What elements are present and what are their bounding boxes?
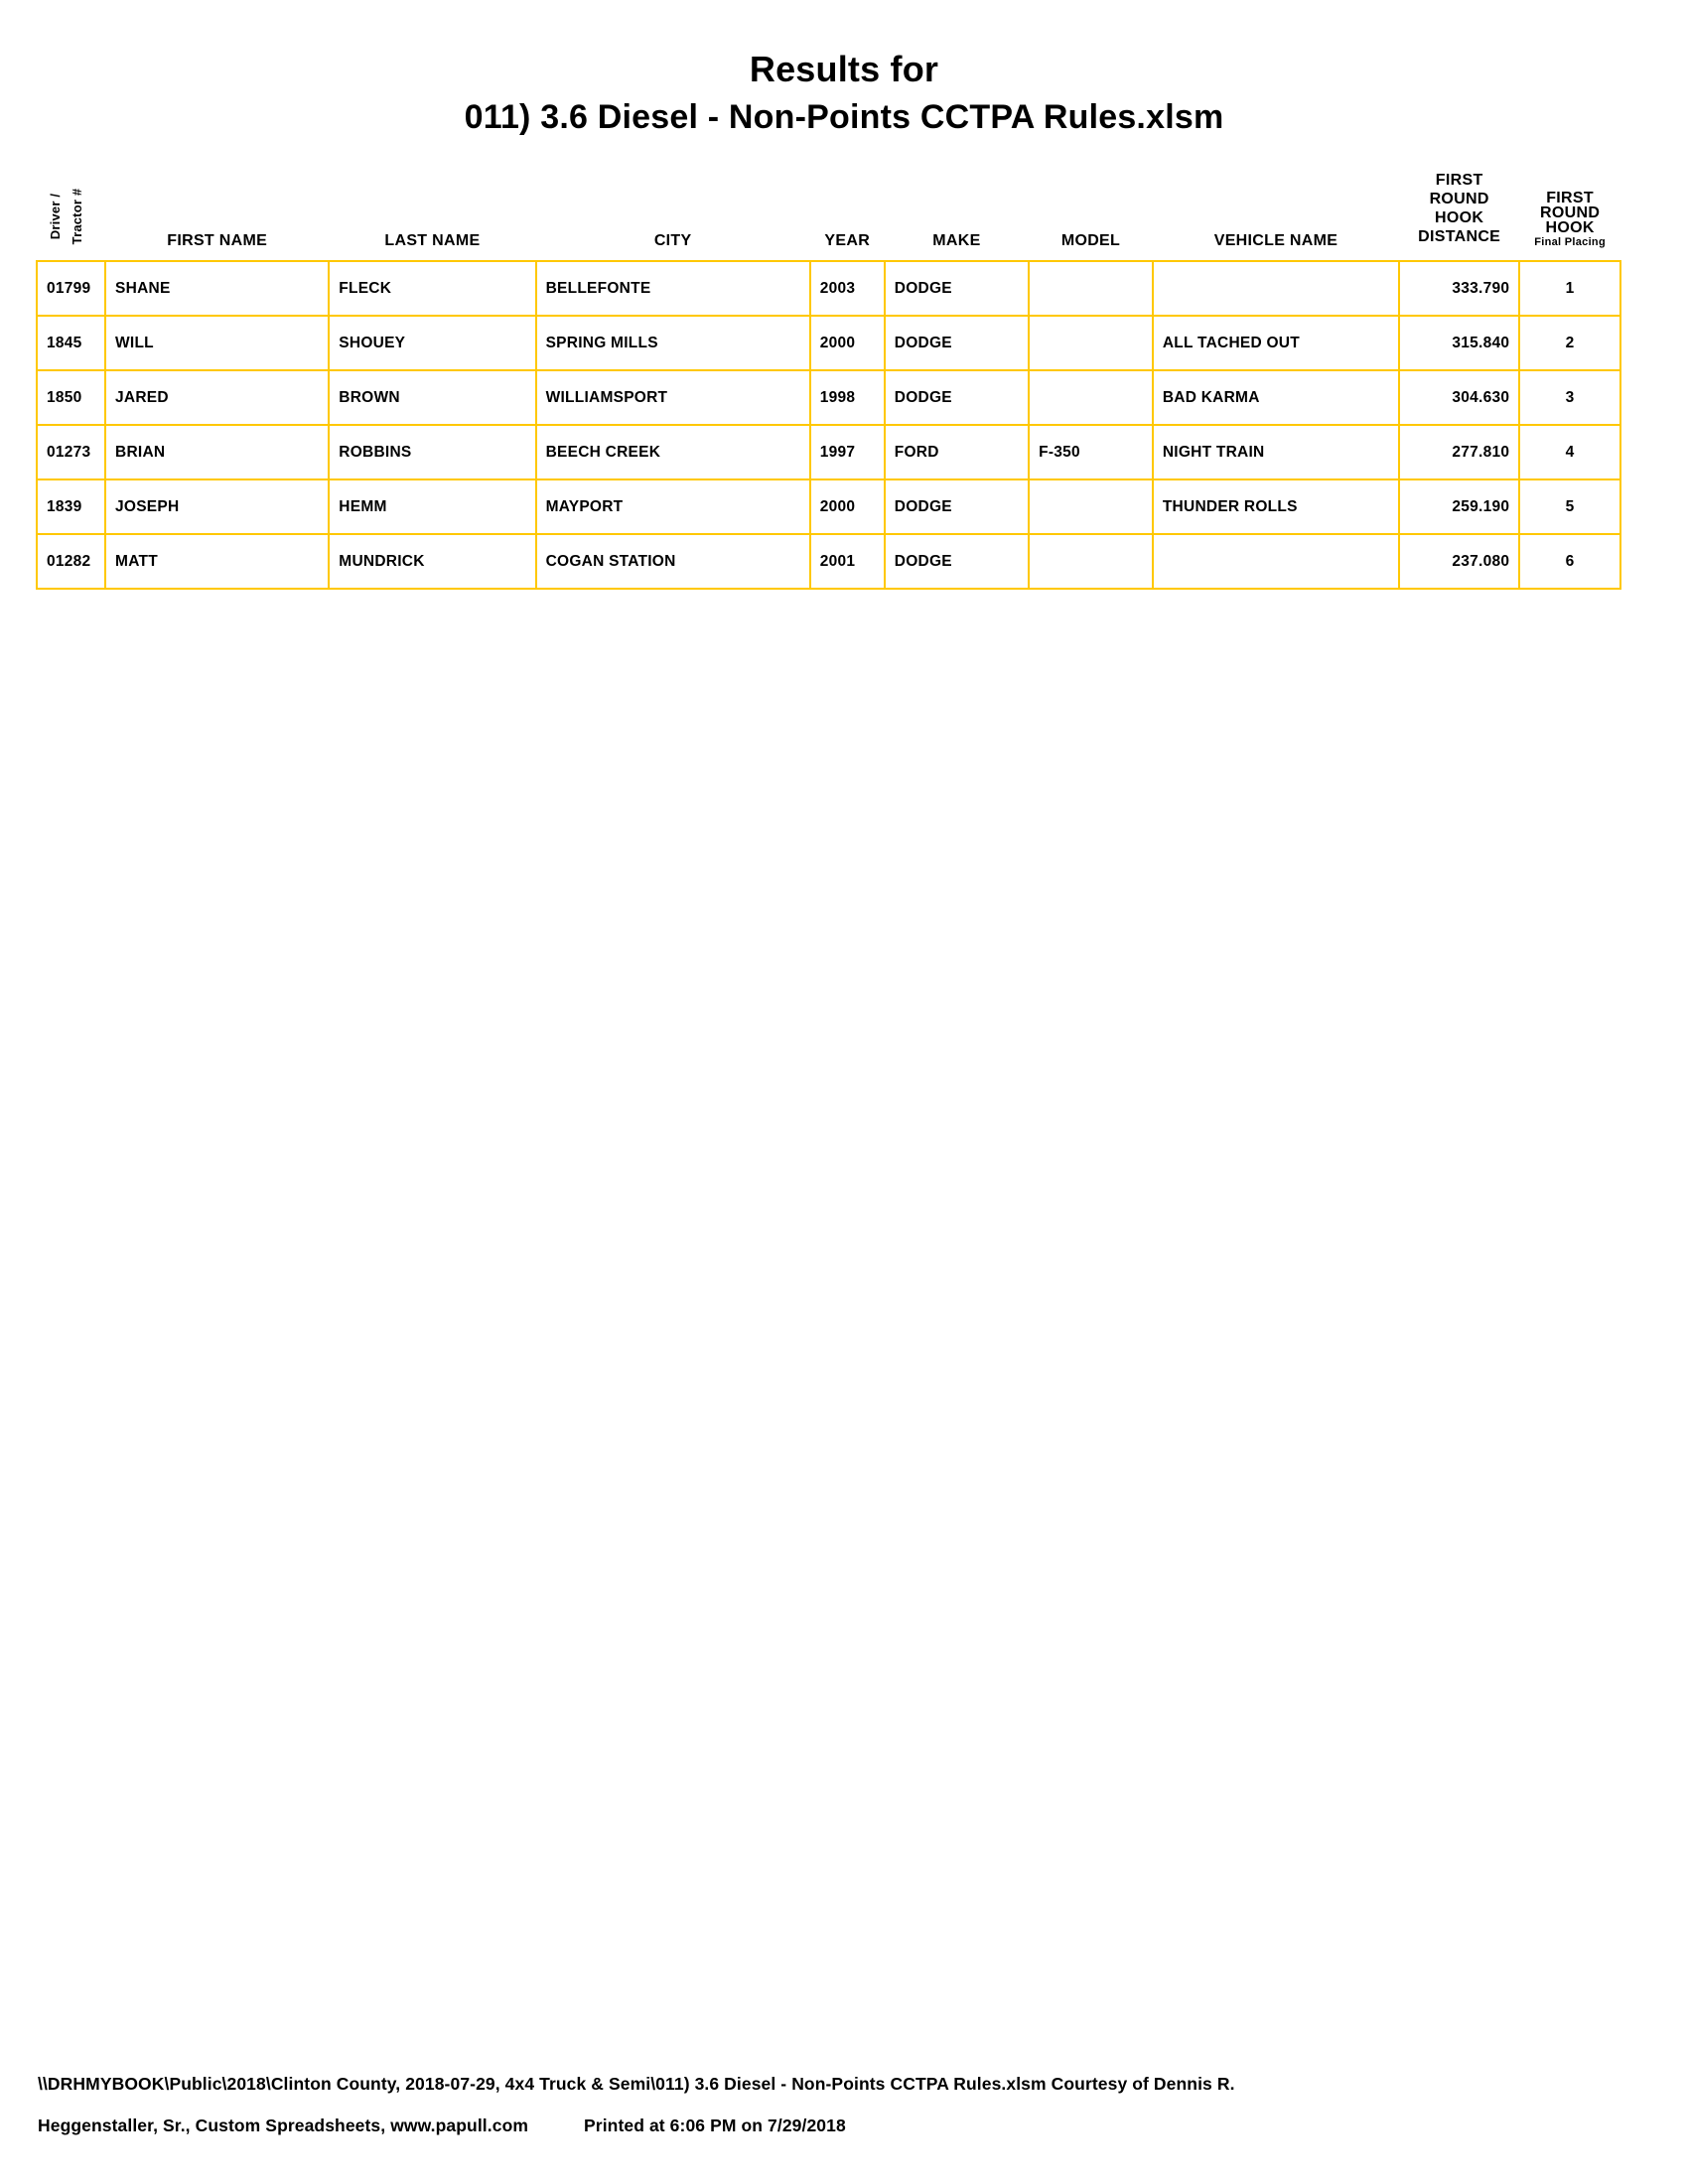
column-header-model: MODEL [1060,232,1121,249]
cell-vehicle-name: THUNDER ROLLS [1151,478,1401,535]
cell-last-name: MUNDRICK [328,533,537,590]
cell-driver: 01799 [35,260,107,317]
cell-vehicle-name: ALL TACHED OUT [1151,315,1401,371]
cell-placing: 4 [1518,424,1621,480]
cell-make: FORD [883,424,1031,480]
cell-distance: 315.840 [1398,315,1521,371]
column-header-distance-line4: DISTANCE [1418,228,1501,245]
cell-placing: 2 [1518,315,1621,371]
column-header-distance-line1: FIRST [1435,172,1483,189]
column-header-vehicle-name: VEHICLE NAME [1213,232,1338,249]
cell-first-name: WILL [104,315,331,371]
column-header-placing-line2: HOOK [1545,219,1595,236]
cell-last-name: SHOUEY [328,315,537,371]
results-table: Driver / Tractor # FIRST NAME LAST NAME … [35,171,1621,590]
column-header-make: MAKE [932,232,981,249]
cell-vehicle-name: BAD KARMA [1151,369,1401,426]
cell-placing: 6 [1518,533,1621,590]
cell-distance: 333.790 [1398,260,1521,317]
column-header-last-name: LAST NAME [384,232,481,249]
cell-placing: 1 [1518,260,1621,317]
footer-printed: Printed at 6:06 PM on 7/29/2018 [584,2116,846,2135]
cell-model [1028,478,1154,535]
footer-path: \\DRHMYBOOK\Public\2018\Clinton County, … [38,2074,1235,2094]
cell-city: COGAN STATION [534,533,811,590]
cell-model [1028,260,1154,317]
table-row: 01273 BRIAN ROBBINS BEECH CREEK 1997 FORD F-35… [35,424,1621,480]
cell-city: WILLIAMSPORT [534,369,811,426]
cell-distance: 304.630 [1398,369,1521,426]
footer-second-line: Heggenstaller, Sr., Custom Spreadsheets,… [38,2105,1646,2146]
column-header-first-round-hook-distance: FIRST ROUND HOOK DISTANCE [1399,171,1519,261]
cell-first-name: SHANE [104,260,331,317]
cell-last-name: BROWN [328,369,537,426]
footer-author: Heggenstaller, Sr., Custom Spreadsheets,… [38,2116,529,2135]
cell-year: 1997 [808,424,886,480]
column-header-driver-line2: Tractor # [70,188,85,245]
column-header-placing-line3: Final Placing [1534,236,1606,248]
cell-year: 2003 [808,260,886,317]
cell-distance: 259.190 [1398,478,1521,535]
cell-make: DODGE [883,533,1031,590]
cell-distance: 277.810 [1398,424,1521,480]
table-row: 1845 WILL SHOUEY SPRING MILLS 2000 DODGE ALL T… [35,315,1621,371]
cell-model [1028,315,1154,371]
cell-vehicle-name [1151,533,1401,590]
cell-last-name: FLECK [328,260,537,317]
cell-driver: 1850 [35,369,107,426]
cell-make: DODGE [883,260,1031,317]
results-table-container: Driver / Tractor # FIRST NAME LAST NAME … [35,171,1621,590]
cell-vehicle-name: NIGHT TRAIN [1151,424,1401,480]
column-header-distance-line2: ROUND [1429,191,1489,207]
title-primary: Results for [749,49,939,89]
page-title: Results for 011) 3.6 Diesel - Non-Points… [0,48,1688,139]
cell-last-name: ROBBINS [328,424,537,480]
cell-model: F-350 [1028,424,1154,480]
table-header: Driver / Tractor # FIRST NAME LAST NAME … [37,171,1620,261]
cell-year: 1998 [808,369,886,426]
table-header-row: Driver / Tractor # FIRST NAME LAST NAME … [37,171,1620,261]
cell-driver: 1845 [35,315,107,371]
cell-first-name: MATT [104,533,331,590]
table-row: 1850 JARED BROWN WILLIAMSPORT 1998 DODGE BAD K… [35,369,1621,426]
cell-year: 2001 [808,533,886,590]
cell-driver: 01273 [35,424,107,480]
cell-city: BELLEFONTE [534,260,811,317]
cell-last-name: HEMM [328,478,537,535]
cell-make: DODGE [883,478,1031,535]
cell-placing: 3 [1518,369,1621,426]
cell-model [1028,369,1154,426]
cell-first-name: BRIAN [104,424,331,480]
title-secondary: 011) 3.6 Diesel - Non-Points CCTPA Rules… [464,98,1224,136]
column-header-distance-line3: HOOK [1435,209,1484,226]
table-row: 01799 SHANE FLECK BELLEFONTE 2003 DODGE 333.79… [35,260,1621,317]
table-row: 01282 MATT MUNDRICK COGAN STATION 2001 DODGE 2… [35,533,1621,590]
column-header-driver-tractor: Driver / Tractor # [37,171,105,261]
cell-model [1028,533,1154,590]
cell-first-name: JARED [104,369,331,426]
cell-driver: 1839 [35,478,107,535]
cell-first-name: JOSEPH [104,478,331,535]
cell-driver: 01282 [35,533,107,590]
table-row: 1839 JOSEPH HEMM MAYPORT 2000 DODGE THUNDER RO… [35,478,1621,535]
cell-year: 2000 [808,478,886,535]
column-header-driver-line1: Driver / [48,193,64,240]
column-header-first-round-hook-final-placing: FIRST ROUND HOOK Final Placing [1519,171,1620,261]
cell-make: DODGE [883,369,1031,426]
cell-make: DODGE [883,315,1031,371]
table-body: 01799 SHANE FLECK BELLEFONTE 2003 DODGE 333.79… [35,260,1621,590]
cell-vehicle-name [1151,260,1401,317]
column-header-first-name: FIRST NAME [167,232,268,249]
cell-city: SPRING MILLS [534,315,811,371]
column-header-year: YEAR [824,232,871,249]
page-footer: \\DRHMYBOOK\Public\2018\Clinton County, … [38,2063,1646,2146]
cell-year: 2000 [808,315,886,371]
cell-placing: 5 [1518,478,1621,535]
column-header-city: CITY [653,232,692,249]
cell-city: MAYPORT [534,478,811,535]
cell-distance: 237.080 [1398,533,1521,590]
column-header-placing-line1: FIRST ROUND [1540,190,1601,221]
cell-city: BEECH CREEK [534,424,811,480]
